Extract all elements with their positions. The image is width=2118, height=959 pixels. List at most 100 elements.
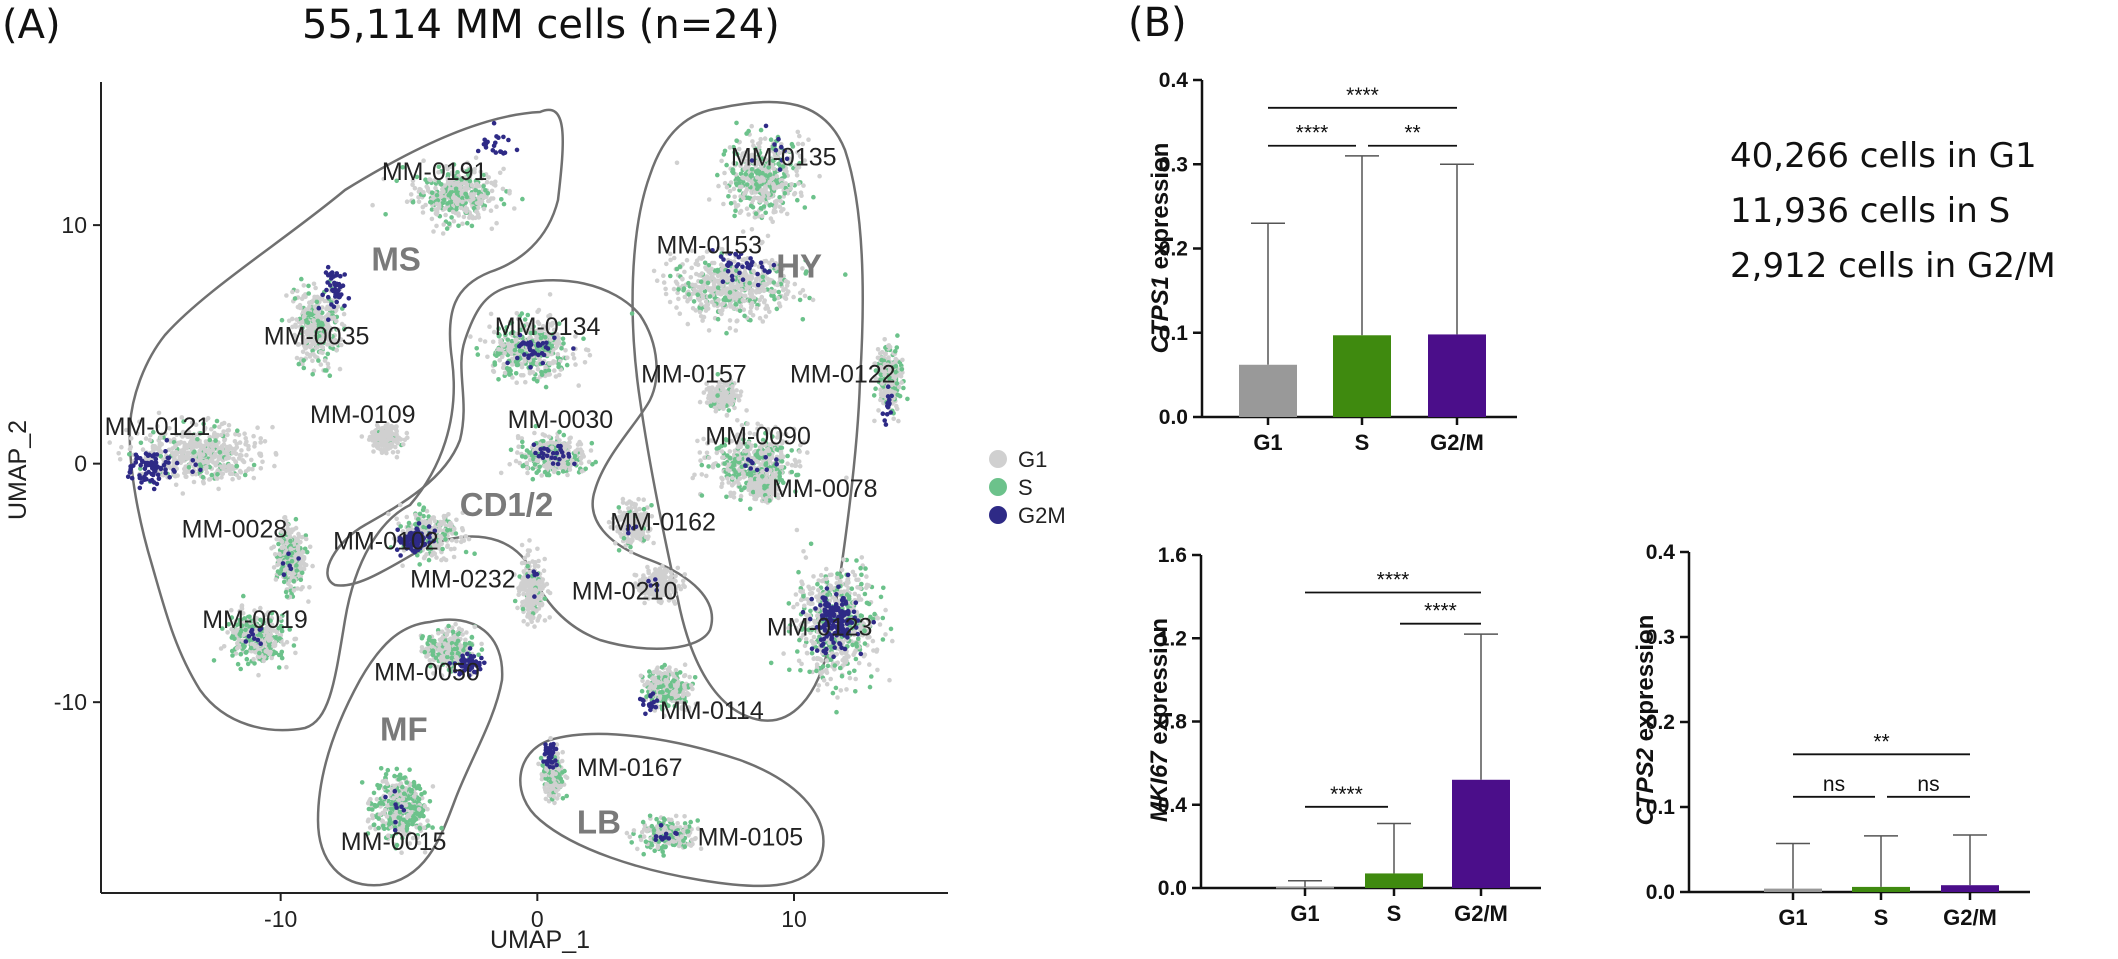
cell-point (578, 456, 584, 462)
cell-point (521, 591, 526, 597)
cell-point-g2m (496, 135, 501, 140)
cell-point (454, 517, 459, 523)
cell-point (416, 517, 421, 522)
cell-point-g2m (482, 660, 487, 666)
cell-point (625, 539, 630, 544)
cell-point (517, 348, 523, 353)
cell-point (293, 516, 299, 522)
cell-point-g2m (557, 457, 562, 462)
cell-point-g2m (258, 641, 264, 646)
cell-point (449, 215, 454, 220)
cell-point (575, 447, 580, 452)
cell-point (529, 614, 534, 619)
cell-point (211, 433, 217, 439)
cell-point (276, 665, 282, 670)
cell-point (481, 195, 486, 200)
cell-point (440, 629, 445, 634)
cell-point (539, 601, 545, 607)
cell-point (303, 294, 308, 300)
cell-point (173, 473, 178, 479)
cell-point (442, 532, 448, 538)
cell-point (419, 811, 424, 817)
cell-point (260, 459, 265, 465)
cell-point (310, 358, 315, 364)
cell-point (565, 355, 570, 361)
cell-point (464, 206, 470, 211)
cell-point (184, 474, 189, 480)
cell-point (451, 554, 457, 560)
cell-point (251, 475, 257, 481)
cell-point (306, 283, 311, 289)
cell-point (453, 621, 458, 627)
cell-point (216, 486, 221, 492)
cell-point (241, 593, 246, 599)
cell-point-g2m (150, 465, 155, 471)
cell-point (257, 650, 262, 656)
cell-point (376, 785, 382, 791)
cell-point-g2m (243, 639, 249, 644)
cell-point (284, 594, 290, 599)
cell-point (542, 596, 548, 601)
cell-point (430, 648, 436, 653)
cell-point (501, 343, 506, 348)
cell-point (258, 466, 264, 471)
cell-point (200, 452, 206, 458)
cell-point (407, 767, 412, 772)
cell-point (579, 449, 585, 455)
umap-x-label: UMAP_1 (490, 926, 590, 954)
cell-point-g2m (554, 450, 560, 456)
cell-point (199, 443, 204, 449)
cell-point (365, 800, 371, 806)
cell-point-g2m (532, 572, 537, 578)
cell-point (499, 197, 504, 202)
cell-point (303, 536, 309, 542)
cell-point (322, 368, 328, 373)
cell-point (519, 364, 525, 370)
cell-point (425, 186, 431, 191)
cell-point (281, 579, 287, 585)
cell-point (441, 519, 446, 525)
cell-point (251, 462, 257, 468)
cell-point (552, 368, 557, 373)
cell-point (424, 508, 430, 514)
cell-point (485, 354, 490, 360)
cell-point (636, 496, 641, 502)
cell-point (266, 638, 272, 643)
cell-point-g2m (520, 341, 525, 346)
cell-point (530, 370, 536, 375)
cell-point (461, 214, 467, 220)
cell-point (576, 383, 581, 388)
cell-point-g2m (143, 451, 149, 456)
cell-point (410, 178, 416, 184)
cell-point (178, 456, 183, 462)
cell-point-g2m (151, 480, 157, 485)
cell-point (628, 500, 634, 506)
cell-point (519, 542, 525, 548)
cell-point (530, 476, 536, 482)
cell-point (173, 443, 179, 448)
cell-point (628, 549, 634, 555)
cell-point-g2m (544, 340, 549, 346)
cell-point (213, 438, 218, 443)
cell-point (326, 306, 332, 312)
cell-point (525, 548, 531, 553)
cell-point (532, 562, 538, 567)
cell-point (374, 436, 380, 442)
cell-point (514, 380, 519, 386)
cell-point (238, 666, 243, 672)
cell-point (215, 472, 220, 477)
cell-point (525, 622, 530, 627)
cell-point (520, 439, 525, 445)
cell-point-g2m (544, 453, 550, 459)
cell-point-g2m (401, 807, 407, 813)
cell-point (458, 539, 464, 545)
cell-point (269, 655, 275, 661)
cell-point (421, 158, 426, 163)
cell-point (272, 552, 278, 557)
cell-point (291, 578, 297, 584)
cell-point (416, 807, 422, 812)
cell-point (539, 592, 545, 597)
cell-point (675, 565, 681, 571)
cell-point (527, 538, 532, 543)
cell-point (556, 470, 561, 476)
